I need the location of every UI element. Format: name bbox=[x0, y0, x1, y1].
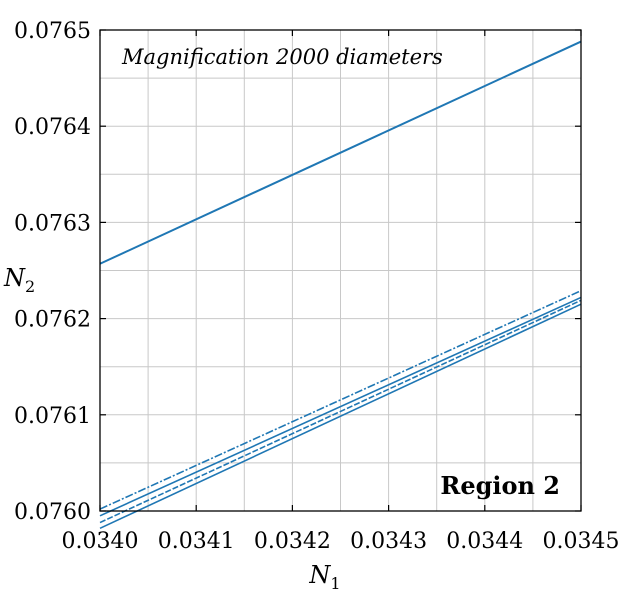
x-tick-label: 0.0342 bbox=[254, 529, 331, 554]
y-axis-label: N2 bbox=[3, 264, 35, 296]
x-tick-label: 0.0343 bbox=[350, 529, 427, 554]
region-annotation: Region 2 bbox=[440, 471, 560, 500]
series-line bbox=[99, 289, 582, 510]
tick-marks bbox=[99, 29, 582, 512]
series-line bbox=[99, 40, 582, 265]
grid bbox=[100, 30, 581, 511]
x-axis-label-main: N bbox=[308, 561, 331, 589]
x-tick-label: 0.0341 bbox=[158, 529, 235, 554]
series-line bbox=[99, 296, 582, 517]
y-tick-label: 0.0765 bbox=[14, 19, 91, 44]
y-tick-label: 0.0763 bbox=[14, 211, 91, 236]
series-line bbox=[99, 303, 582, 530]
plot-frame bbox=[99, 29, 582, 512]
series-group bbox=[99, 40, 582, 530]
y-axis-label-sub: 2 bbox=[25, 277, 35, 296]
y-tick-label: 0.0762 bbox=[14, 308, 91, 333]
y-tick-label: 0.0761 bbox=[14, 404, 91, 429]
series-line bbox=[99, 299, 582, 524]
y-tick-label: 0.0760 bbox=[14, 500, 91, 525]
x-tick-label: 0.0340 bbox=[62, 529, 139, 554]
y-tick-label: 0.0764 bbox=[14, 115, 91, 140]
x-tick-label: 0.0344 bbox=[446, 529, 523, 554]
y-tick-labels: 0.0760 0.0761 0.0762 0.0763 0.0764 0.0765 bbox=[14, 19, 91, 525]
magnification-annotation: Magnification 2000 diameters bbox=[121, 45, 443, 69]
x-axis-label-sub: 1 bbox=[330, 574, 340, 593]
y-axis-label-main: N bbox=[3, 264, 26, 292]
x-tick-label: 0.0345 bbox=[543, 529, 620, 554]
x-axis-label: N1 bbox=[308, 561, 340, 593]
x-tick-labels: 0.0340 0.0341 0.0342 0.0343 0.0344 0.0345 bbox=[62, 529, 620, 554]
